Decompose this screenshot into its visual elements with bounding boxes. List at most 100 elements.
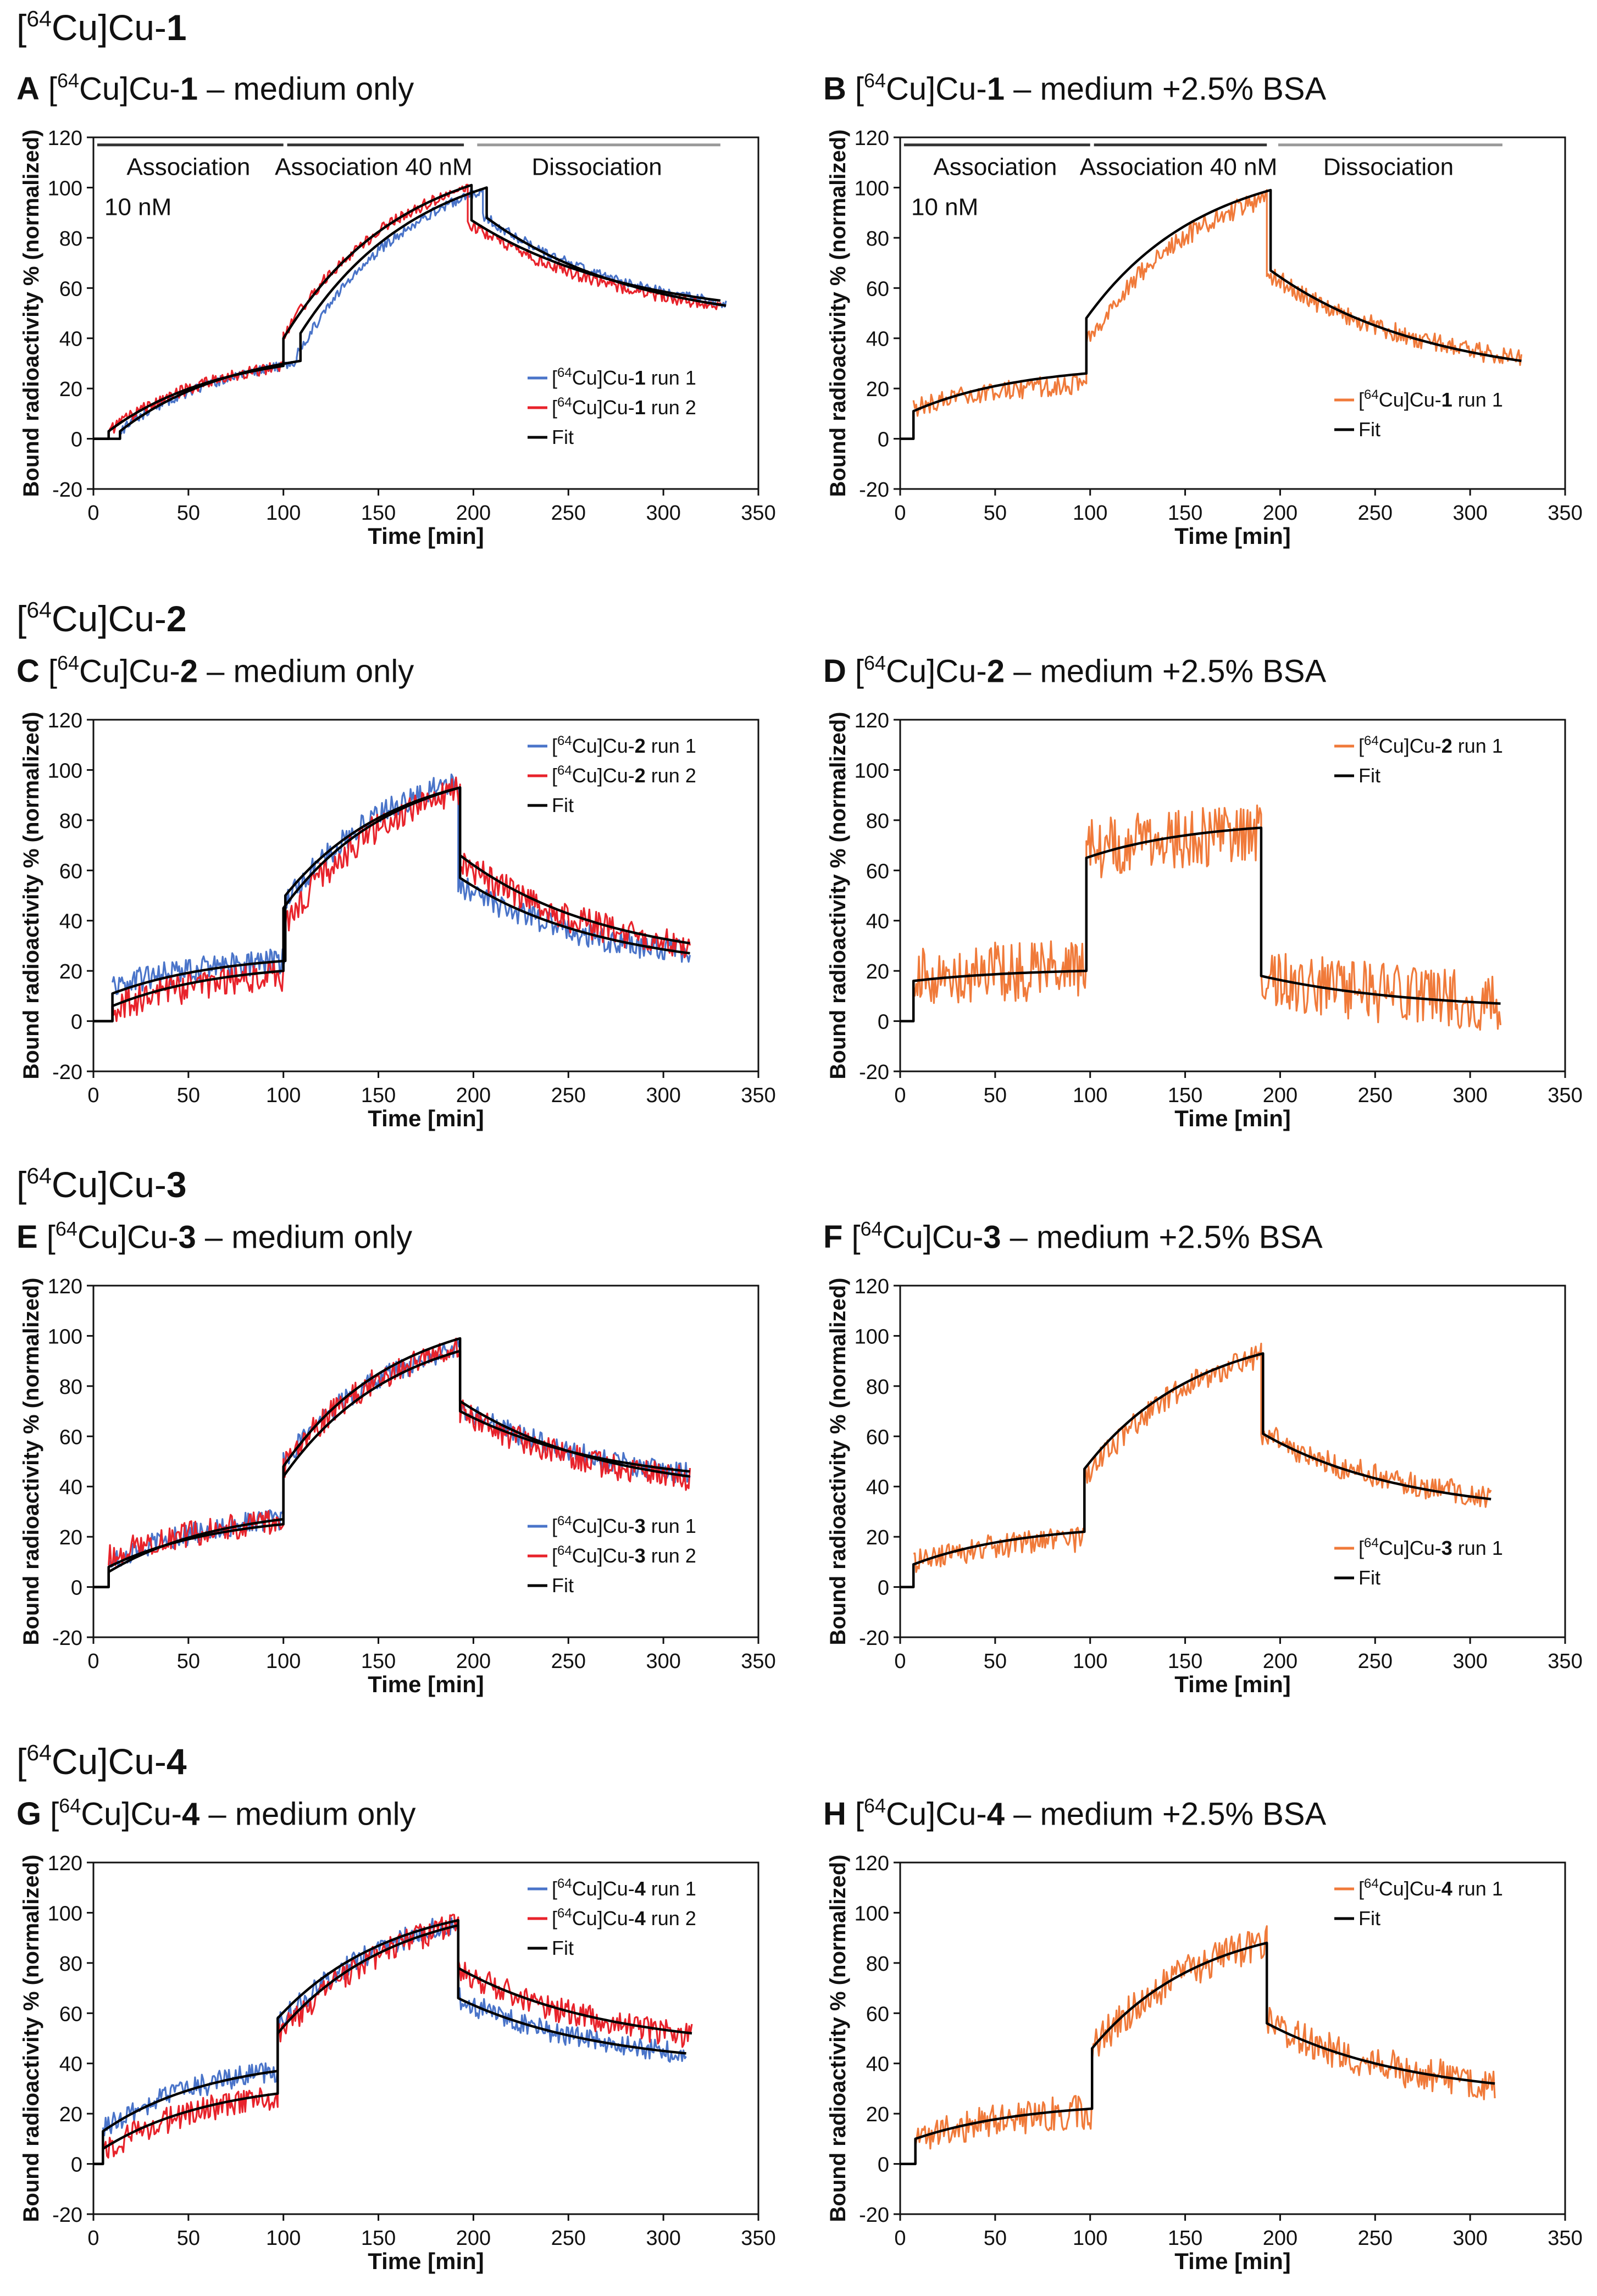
y-tick-label: 60 — [59, 860, 82, 883]
section-title-cu3: [64Cu]Cu-3 — [16, 1163, 187, 1205]
y-tick-label: 20 — [866, 960, 889, 983]
x-tick-label: 150 — [361, 1650, 396, 1673]
x-tick-label: 0 — [894, 2227, 906, 2250]
y-tick-label: 80 — [59, 810, 82, 833]
y-tick-label: 80 — [59, 227, 82, 251]
x-tick-label: 350 — [741, 1084, 775, 1107]
x-tick-label: 250 — [551, 1650, 586, 1673]
series-line — [914, 1925, 1496, 2150]
x-tick-label: 300 — [1452, 1650, 1487, 1673]
x-tick-label: 100 — [1073, 502, 1107, 525]
y-tick-label: 120 — [855, 709, 889, 732]
x-tick-label: 50 — [177, 2227, 200, 2250]
phase-label: Association 40 nM — [1080, 154, 1278, 181]
plot-frame — [92, 719, 759, 1072]
y-tick-label: 20 — [59, 378, 82, 401]
y-tick-label: -20 — [859, 1627, 889, 1650]
x-tick-label: 0 — [894, 1650, 906, 1673]
y-axis-label: Bound radioactivity % (normalized) — [826, 1278, 850, 1645]
x-tick-label: 200 — [1263, 502, 1297, 525]
plot-frame — [92, 1285, 759, 1638]
legend-entry: [64Cu]Cu-3 run 2 — [552, 1543, 696, 1567]
series-line — [900, 1942, 1495, 2165]
panel-title-d: D [64Cu]Cu-2 – medium +2.5% BSA — [823, 652, 1327, 690]
y-tick-label: 20 — [59, 2103, 82, 2126]
x-axis-label: Time [min] — [1174, 1105, 1291, 1131]
y-tick-label: 100 — [855, 1325, 889, 1348]
x-tick-label: 50 — [177, 1084, 200, 1107]
panel-title-e: E [64Cu]Cu-3 – medium only — [16, 1218, 413, 1255]
x-tick-label: 300 — [646, 502, 680, 525]
y-tick-label: 40 — [59, 328, 82, 351]
x-tick-label: 200 — [456, 2227, 491, 2250]
x-tick-label: 300 — [1452, 2227, 1487, 2250]
series-line — [93, 1349, 690, 1588]
y-tick-label: 80 — [866, 227, 889, 251]
legend-entry: Fit — [552, 1574, 574, 1597]
series-line — [93, 184, 721, 440]
series-line — [912, 189, 1523, 417]
y-tick-label: -20 — [859, 479, 889, 502]
x-tick-label: 100 — [266, 1084, 301, 1107]
panel-title-c: C [64Cu]Cu-2 – medium only — [16, 652, 414, 690]
y-tick-label: 120 — [48, 1852, 82, 1875]
x-tick-label: 250 — [551, 502, 586, 525]
y-axis-label: Bound radioactivity % (normalized) — [826, 130, 850, 497]
series-line — [900, 1352, 1491, 1588]
y-tick-label: 20 — [59, 960, 82, 983]
phase-sublabel: 10 nM — [104, 194, 171, 221]
x-tick-label: 350 — [741, 1650, 775, 1673]
phase-label: Association — [126, 154, 250, 181]
x-tick-label: 350 — [1548, 2227, 1582, 2250]
x-tick-label: 200 — [456, 1650, 491, 1673]
legend-entry: [64Cu]Cu-3 run 1 — [1358, 1536, 1503, 1559]
y-tick-label: 0 — [878, 2154, 889, 2177]
plot-frame — [92, 136, 759, 490]
x-tick-label: 200 — [456, 502, 491, 525]
x-tick-label: 200 — [1263, 1650, 1297, 1673]
phase-sublabel: 10 nM — [911, 194, 978, 221]
y-tick-label: 0 — [878, 429, 889, 452]
x-tick-label: 250 — [1358, 2227, 1393, 2250]
y-tick-label: 80 — [866, 1376, 889, 1399]
x-tick-label: 150 — [361, 2227, 396, 2250]
x-tick-label: 100 — [266, 1650, 301, 1673]
x-tick-label: 200 — [456, 1084, 491, 1107]
legend-entry: Fit — [1358, 764, 1380, 787]
legend-entry: Fit — [1358, 1907, 1380, 1930]
series-line — [912, 804, 1502, 1031]
y-axis-label: Bound radioactivity % (normalized) — [19, 130, 43, 497]
plot-frame — [899, 1861, 1566, 2215]
y-tick-label: 40 — [59, 2053, 82, 2076]
x-tick-label: 300 — [646, 1650, 680, 1673]
y-tick-label: 0 — [71, 1011, 82, 1034]
series-line — [93, 786, 690, 1022]
x-axis-label: Time [min] — [1174, 523, 1291, 549]
legend-entry: [64Cu]Cu-4 run 2 — [552, 1906, 696, 1930]
x-tick-label: 100 — [266, 2227, 301, 2250]
phase-label: Association 40 nM — [275, 154, 473, 181]
y-tick-label: -20 — [52, 1627, 82, 1650]
x-tick-label: 0 — [894, 1084, 906, 1107]
x-axis-label: Time [min] — [368, 2248, 484, 2274]
y-tick-label: 100 — [855, 1902, 889, 1925]
y-tick-label: 0 — [878, 1011, 889, 1034]
y-tick-label: 100 — [48, 1902, 82, 1925]
y-tick-label: 120 — [48, 127, 82, 150]
x-tick-label: 200 — [1263, 1084, 1297, 1107]
x-tick-label: 300 — [1452, 1084, 1487, 1107]
plot-frame — [899, 719, 1566, 1072]
section-title-cu2: [64Cu]Cu-2 — [16, 597, 187, 639]
legend-entry: Fit — [552, 426, 574, 448]
x-tick-label: 0 — [87, 2227, 99, 2250]
y-tick-label: 60 — [866, 277, 889, 301]
x-tick-label: 250 — [551, 2227, 586, 2250]
series-line — [913, 1342, 1492, 1573]
series-line — [900, 188, 1522, 440]
x-tick-label: 50 — [177, 502, 200, 525]
y-tick-label: 40 — [866, 2053, 889, 2076]
y-tick-label: 120 — [48, 709, 82, 732]
